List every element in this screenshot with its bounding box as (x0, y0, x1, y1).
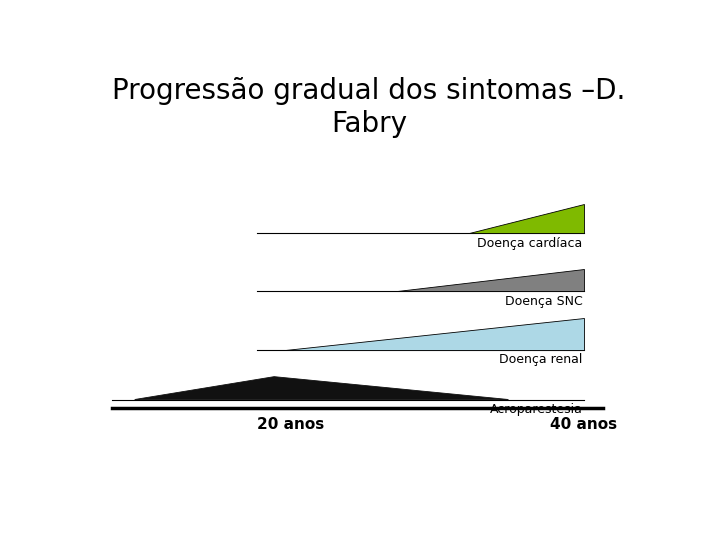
Text: 20 anos: 20 anos (257, 417, 325, 432)
Text: Progressão gradual dos sintomas –D.
Fabry: Progressão gradual dos sintomas –D. Fabr… (112, 77, 626, 138)
Polygon shape (135, 377, 508, 400)
Polygon shape (397, 268, 584, 292)
Polygon shape (469, 204, 584, 233)
Text: 40 anos: 40 anos (550, 417, 617, 432)
Text: Doença cardíaca: Doença cardíaca (477, 237, 582, 249)
Text: Acroparestesia: Acroparestesia (490, 403, 582, 416)
Polygon shape (285, 319, 584, 349)
Text: Doença renal: Doença renal (500, 353, 582, 366)
Text: Doença SNC: Doença SNC (505, 295, 582, 308)
